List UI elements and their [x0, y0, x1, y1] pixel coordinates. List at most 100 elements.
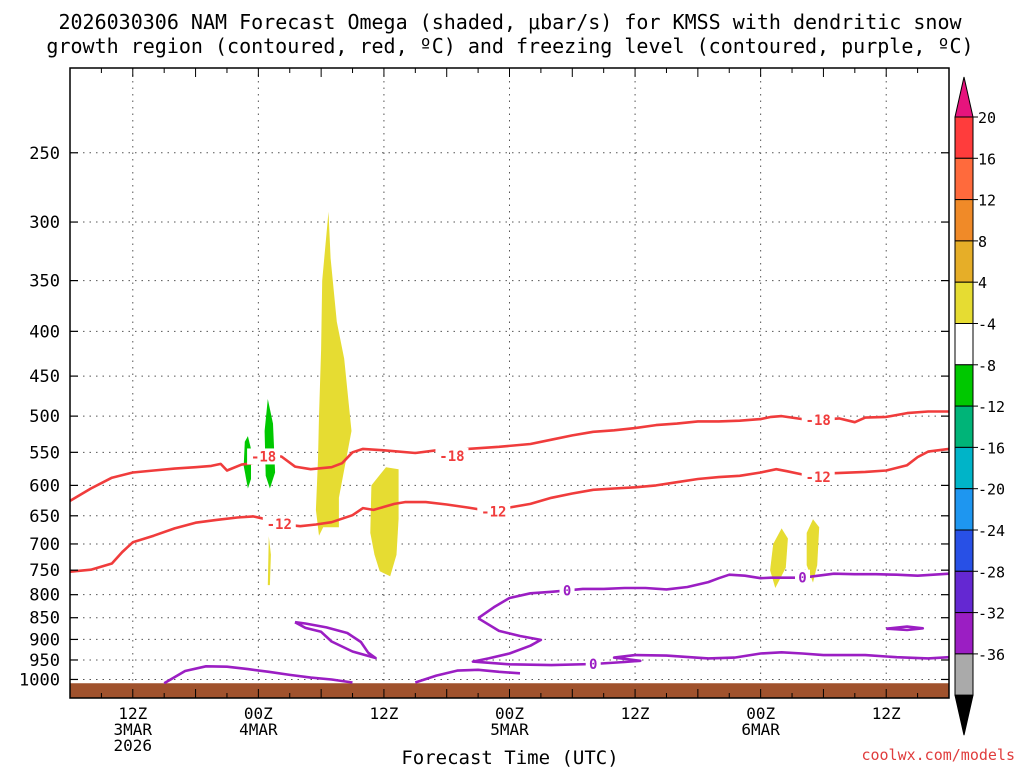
grid-lines	[70, 68, 949, 698]
chart-title-line-1: 2026030306 NAM Forecast Omega (shaded, μ…	[58, 10, 962, 34]
y-tick-label: 900	[29, 630, 60, 650]
y-tick-label: 250	[29, 144, 60, 164]
x-tick-label: 12Z	[621, 704, 650, 723]
y-tick-label: 450	[29, 367, 60, 387]
freezing-level-contour	[163, 664, 353, 685]
colorbar-label: -8	[978, 357, 996, 375]
x-tick-label: 12Z	[369, 704, 398, 723]
colorbar-label: -20	[978, 481, 1005, 499]
colorbar: 20 16 12 8 4 -4 -8 -12 -16 -20 -24 -28 -32 -36	[954, 76, 1005, 736]
colorbar-bottom-arrow	[954, 694, 974, 736]
colorbar-swatch	[954, 570, 974, 614]
dgz-contour-label: -12	[267, 517, 292, 533]
colorbar-label: 8	[978, 233, 987, 251]
colorbar-label: -16	[978, 439, 1005, 457]
freezing-level-contour-label: 0	[589, 657, 597, 673]
colorbar-swatch	[954, 240, 974, 283]
freezing-level-contour	[477, 572, 949, 620]
dgz-contour-label: -18	[439, 449, 464, 465]
x-tick-label: 4MAR	[239, 720, 278, 739]
dgz-contour-label: -18	[251, 449, 276, 465]
omega-region	[315, 211, 352, 536]
contour-label-bg	[477, 503, 511, 520]
contour-label-bg	[247, 448, 281, 465]
y-tick-label: 600	[29, 476, 60, 496]
dgz-contour	[70, 410, 949, 503]
freezing-level-contour-label: 0	[798, 571, 806, 587]
dgz-contour-label: -12	[806, 470, 831, 486]
freezing-level-contour-label: 0	[563, 583, 571, 599]
x-tick-label: 6MAR	[741, 720, 780, 739]
y-tick-label: 700	[29, 535, 60, 555]
contour-labels: -18 -18 -18 -12 -12 -12 0 0 0	[247, 411, 835, 673]
colorbar-swatch	[954, 323, 974, 366]
y-tick-label: 850	[29, 609, 60, 629]
colorbar-top-arrow	[954, 76, 974, 118]
colorbar-label: 20	[978, 109, 996, 127]
omega-region	[806, 519, 820, 583]
colorbar-swatch	[954, 281, 974, 325]
y-tick-label: 650	[29, 507, 60, 527]
y-tick-label: 800	[29, 586, 60, 606]
colorbar-label: -28	[978, 563, 1005, 581]
watermark[interactable]: coolwx.com/models	[861, 746, 1015, 764]
x-tick-label: 12Z	[118, 704, 147, 723]
colorbar-label: 12	[978, 192, 996, 210]
dgz-contour-label: -12	[481, 505, 506, 521]
colorbar-swatch	[954, 529, 974, 572]
colorbar-swatch	[954, 405, 974, 448]
contour-label-bg	[585, 655, 601, 672]
colorbar-label: -36	[978, 646, 1005, 664]
freezing-level-contour	[294, 620, 377, 660]
colorbar-label: -24	[978, 522, 1005, 540]
y-tick-label: 550	[29, 443, 60, 463]
colorbar-label: -32	[978, 605, 1005, 623]
chart-title-line-2: growth region (contoured, red, ºC) and f…	[46, 34, 973, 58]
omega-region	[370, 467, 399, 577]
omega-region	[770, 528, 788, 588]
colorbar-label: -12	[978, 398, 1005, 416]
y-axis: 2503003504004505005506006507007508008509…	[19, 144, 949, 690]
chart-title: 2026030306 NAM Forecast Omega (shaded, μ…	[46, 10, 973, 58]
x-tick-label: 00Z	[746, 704, 775, 723]
y-tick-label: 300	[29, 213, 60, 233]
freezing-level-contour	[414, 668, 521, 684]
x-tick-label: 12Z	[872, 704, 901, 723]
contour-label-bg	[262, 515, 296, 532]
contour-label-bg	[801, 469, 835, 486]
y-tick-label: 950	[29, 651, 60, 671]
dgz-contour-label: -18	[806, 413, 831, 429]
colorbar-swatch	[954, 157, 974, 201]
x-tick-label: 3MAR	[114, 720, 153, 739]
y-tick-label: 1000	[19, 670, 60, 690]
y-tick-label: 350	[29, 272, 60, 292]
omega-shading	[243, 211, 820, 588]
x-tick-label: 2026	[114, 736, 153, 755]
x-axis-title: Forecast Time (UTC)	[401, 747, 618, 768]
colorbar-label: 4	[978, 274, 987, 292]
freezing-level-contour	[886, 625, 925, 632]
contour-label-bg	[435, 447, 469, 464]
colorbar-swatch	[954, 199, 974, 242]
y-tick-label: 500	[29, 407, 60, 427]
colorbar-swatch	[954, 488, 974, 531]
freezing-level-contour	[471, 617, 949, 667]
contour-label-bg	[795, 569, 810, 586]
x-tick-label: 00Z	[244, 704, 273, 723]
colorbar-swatch	[954, 612, 974, 655]
contour-label-bg	[801, 411, 835, 428]
colorbar-label: 16	[978, 150, 996, 168]
x-tick-label: 5MAR	[490, 720, 529, 739]
omega-region	[267, 536, 271, 586]
contour-label-bg	[559, 582, 575, 599]
colorbar-swatch	[954, 116, 974, 159]
omega-region	[264, 399, 276, 489]
y-tick-label: 400	[29, 322, 60, 342]
colorbar-swatch	[954, 653, 974, 696]
plot-frame	[69, 67, 950, 699]
colorbar-label: -4	[978, 316, 996, 334]
colorbar-swatch	[954, 446, 974, 490]
y-tick-label: 750	[29, 561, 60, 581]
